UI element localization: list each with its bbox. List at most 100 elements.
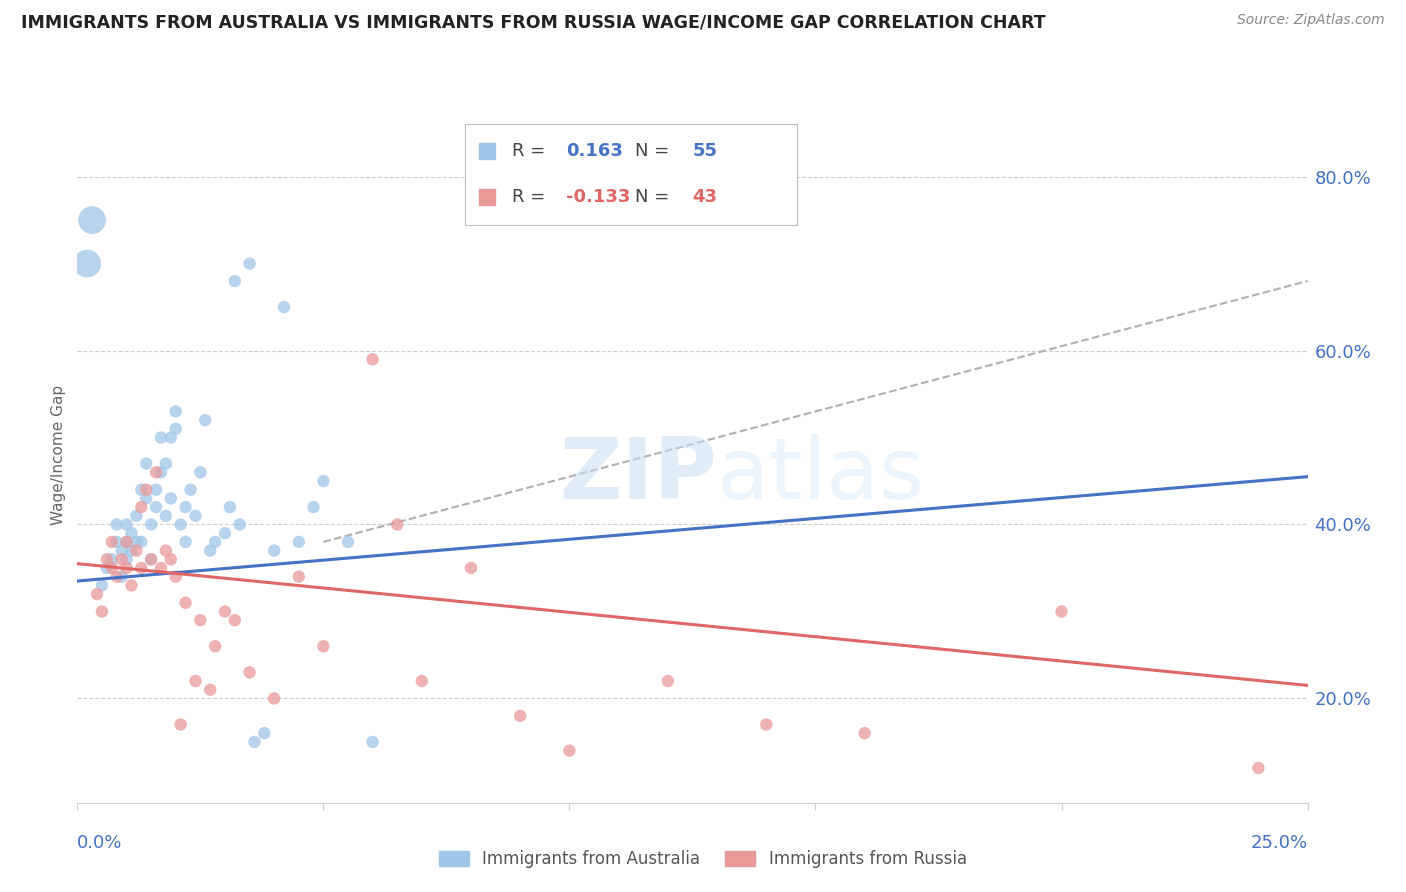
Text: ZIP: ZIP (560, 434, 717, 517)
Point (101, 552, 124, 566)
Point (165, 404, 187, 418)
Point (184, 508, 207, 523)
Y-axis label: Wage/Income Gap: Wage/Income Gap (51, 384, 66, 525)
Text: 55: 55 (693, 142, 717, 160)
Point (141, 552, 163, 566)
Point (165, 570, 187, 584)
Point (165, 422, 187, 436)
Point (239, 665, 262, 680)
Point (145, 483, 167, 497)
Text: 0.0%: 0.0% (77, 834, 122, 852)
Point (101, 534, 124, 549)
Point (214, 605, 236, 619)
Point (190, 466, 212, 480)
Point (125, 508, 148, 523)
Point (90, 605, 114, 619)
Point (76, 257, 98, 271)
Text: N =: N = (634, 188, 675, 206)
Text: N =: N = (634, 142, 675, 160)
Point (115, 552, 138, 566)
Point (111, 570, 132, 584)
Point (243, 735, 266, 749)
Point (105, 517, 128, 532)
Point (90, 578, 114, 592)
Point (214, 526, 236, 541)
Point (101, 561, 124, 575)
Point (204, 639, 226, 653)
Point (145, 500, 167, 514)
Point (170, 517, 193, 532)
Point (174, 500, 197, 514)
Point (288, 534, 311, 549)
Point (224, 274, 246, 288)
Point (125, 534, 148, 549)
Point (82, 213, 104, 227)
Text: -0.133: -0.133 (565, 188, 630, 206)
Point (131, 483, 153, 497)
Point (224, 613, 246, 627)
Point (155, 543, 177, 558)
Point (131, 561, 153, 575)
Point (160, 430, 183, 444)
Point (312, 639, 335, 653)
Point (131, 534, 153, 549)
Point (273, 300, 295, 314)
Point (411, 674, 433, 689)
Point (657, 674, 679, 689)
Point (174, 534, 197, 549)
Text: R =: R = (512, 188, 551, 206)
Point (111, 543, 132, 558)
Point (115, 534, 138, 549)
Point (200, 682, 222, 697)
Point (170, 717, 193, 731)
Point (141, 517, 163, 532)
Point (121, 543, 143, 558)
Point (1050, 605, 1073, 619)
Text: 0.163: 0.163 (565, 142, 623, 160)
FancyBboxPatch shape (465, 124, 797, 226)
Point (337, 534, 360, 549)
Point (86, 587, 108, 601)
Text: IMMIGRANTS FROM AUSTRALIA VS IMMIGRANTS FROM RUSSIA WAGE/INCOME GAP CORRELATION : IMMIGRANTS FROM AUSTRALIA VS IMMIGRANTS … (21, 13, 1046, 31)
Point (387, 517, 409, 532)
Point (755, 717, 778, 731)
Point (150, 430, 173, 444)
Point (263, 543, 285, 558)
Point (141, 552, 163, 566)
Point (125, 543, 148, 558)
Point (135, 457, 157, 471)
Point (105, 570, 128, 584)
Point (219, 500, 242, 514)
Point (204, 534, 226, 549)
Point (190, 613, 212, 627)
Point (239, 257, 262, 271)
Point (155, 457, 177, 471)
Point (263, 691, 285, 706)
Point (160, 491, 183, 506)
Point (253, 726, 276, 740)
Point (115, 517, 138, 532)
Text: 43: 43 (693, 188, 717, 206)
Point (150, 466, 173, 480)
Point (150, 561, 173, 575)
Point (194, 413, 217, 427)
Point (135, 483, 157, 497)
Point (145, 466, 167, 480)
Point (229, 517, 252, 532)
Point (131, 500, 153, 514)
Point (115, 534, 138, 549)
Text: R =: R = (512, 142, 551, 160)
Point (558, 744, 581, 758)
Point (361, 352, 384, 367)
Point (155, 508, 177, 523)
Point (135, 491, 157, 506)
Point (288, 570, 311, 584)
Point (312, 474, 335, 488)
Point (111, 552, 132, 566)
Text: atlas: atlas (717, 434, 925, 517)
Point (160, 552, 183, 566)
Point (96, 552, 118, 566)
Text: 25.0%: 25.0% (1250, 834, 1308, 852)
Point (460, 561, 482, 575)
Text: Source: ZipAtlas.com: Source: ZipAtlas.com (1237, 13, 1385, 28)
